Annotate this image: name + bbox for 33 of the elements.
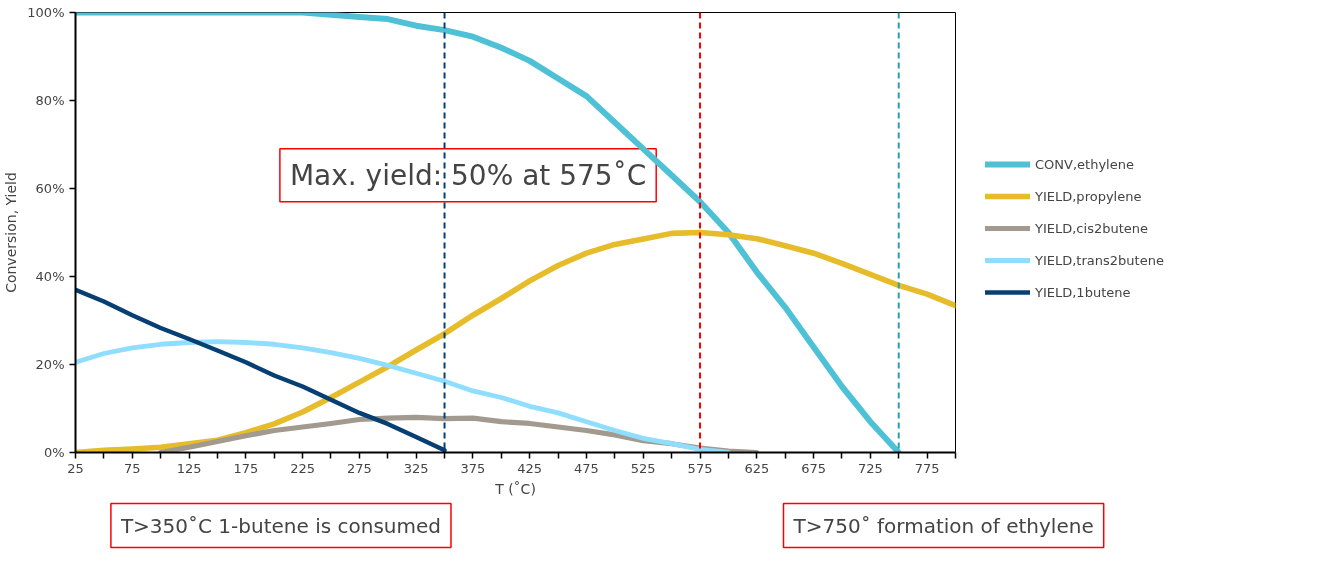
x-axis-title: T (˚C) bbox=[494, 480, 536, 497]
legend-label: YIELD,trans2butene bbox=[1035, 252, 1164, 268]
y-axis-title: Conversion, Yield bbox=[3, 172, 20, 293]
x-tick-label: 325 bbox=[403, 460, 429, 476]
x-tick-label: 675 bbox=[801, 460, 826, 476]
line-series bbox=[75, 339, 731, 453]
x-tick-label: 75 bbox=[124, 460, 141, 476]
y-tick-label: 80% bbox=[35, 93, 65, 108]
x-tick-label: 25 bbox=[67, 460, 84, 476]
y-tick-label: 20% bbox=[35, 357, 65, 372]
y-tick-label: 60% bbox=[35, 181, 65, 196]
x-tick-label: 275 bbox=[346, 460, 372, 476]
x-tick-label: 575 bbox=[687, 460, 713, 476]
x-tick-label: 175 bbox=[233, 460, 259, 476]
text: T>750˚ formation of ethylene bbox=[792, 513, 1094, 538]
x-tick-label: 425 bbox=[517, 460, 543, 476]
legend-label: YIELD,cis2butene bbox=[1035, 220, 1149, 236]
annotation: Max. yield: 50% at 575˚C bbox=[289, 158, 647, 192]
x-tick-label: 775 bbox=[914, 460, 940, 476]
x-tick-label: 125 bbox=[176, 460, 202, 476]
x-tick-label: 725 bbox=[857, 460, 883, 476]
y-tick-label: 100% bbox=[27, 5, 65, 20]
legend-label: CONV,ethylene bbox=[1035, 156, 1134, 172]
x-tick-label: 375 bbox=[460, 460, 486, 476]
x-tick-label: 625 bbox=[744, 460, 770, 476]
y-tick-label: 40% bbox=[35, 269, 65, 284]
x-tick-label: 225 bbox=[290, 460, 316, 476]
legend-label: YIELD,propylene bbox=[1035, 188, 1142, 204]
text: T>350˚C 1-butene is consumed bbox=[119, 513, 441, 538]
legend-label: YIELD,1butene bbox=[1035, 284, 1131, 300]
x-tick-label: 475 bbox=[574, 460, 599, 476]
y-tick-label: 0% bbox=[43, 445, 65, 460]
x-tick-label: 525 bbox=[630, 460, 656, 476]
